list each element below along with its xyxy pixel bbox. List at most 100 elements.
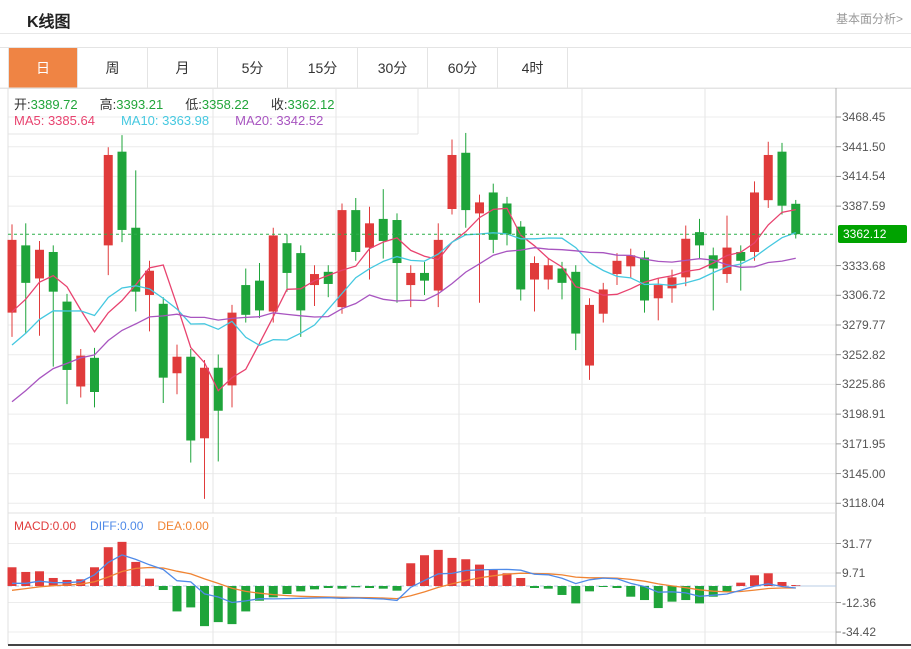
candle (461, 152, 471, 211)
macd-bar (76, 579, 86, 586)
macd-bar (186, 586, 196, 608)
macd-bar (433, 549, 443, 586)
candle (777, 151, 787, 206)
candle (598, 289, 608, 314)
macd-bar (131, 561, 141, 586)
macd-bar (653, 586, 663, 609)
candle (21, 245, 31, 283)
y-axis-label: 3333.68 (842, 258, 886, 273)
macd-bar (461, 559, 471, 586)
tab-60分[interactable]: 60分 (428, 48, 498, 88)
macd-bar (598, 586, 608, 587)
candle (557, 268, 567, 283)
candle (76, 355, 86, 387)
candle (406, 272, 416, 286)
candle (200, 367, 209, 439)
candle (530, 263, 539, 280)
candle (585, 304, 594, 366)
current-price-badge: 3362.12 (838, 225, 907, 244)
macd-bar (475, 564, 484, 586)
macd-bar (145, 578, 154, 586)
macd-bar (241, 586, 251, 612)
tab-月[interactable]: 月 (148, 48, 218, 88)
tab-4时[interactable]: 4时 (498, 48, 568, 88)
macd-bar (626, 586, 636, 597)
macd-bar (777, 581, 787, 586)
candle (571, 271, 581, 334)
y-axis-label: 3198.91 (842, 407, 886, 422)
macd-bar (530, 586, 539, 589)
tab-30分[interactable]: 30分 (358, 48, 428, 88)
macd-bar (763, 573, 773, 586)
tab-周[interactable]: 周 (78, 48, 148, 88)
macd-item: DIFF:0.00 (90, 519, 144, 533)
ohlc-item: 低:3358.22 (185, 97, 249, 112)
macd-bar (35, 571, 44, 586)
candle (310, 274, 319, 286)
ma-item: MA10: 3363.98 (120, 113, 210, 128)
tab-日[interactable]: 日 (8, 48, 78, 88)
macd-bar (158, 586, 168, 591)
candle (268, 235, 278, 312)
candle (7, 239, 17, 313)
macd-bar (750, 575, 759, 586)
candle (351, 210, 361, 252)
macd-bar (213, 586, 223, 623)
macd-bar (48, 577, 58, 586)
macd-axis-label: 9.71 (842, 566, 866, 580)
candle (763, 154, 773, 201)
candle (145, 270, 154, 295)
macd-axis-label: -34.42 (842, 625, 877, 640)
macd-bar (7, 567, 17, 586)
candle (667, 277, 677, 289)
dea-line (11, 566, 796, 600)
macd-bar (310, 586, 319, 590)
macd-bar (516, 577, 526, 586)
y-axis-label: 3387.59 (842, 199, 886, 214)
macd-bar (90, 567, 99, 586)
macd-bar (502, 573, 512, 586)
candle (48, 251, 58, 292)
y-axis-label: 3225.86 (842, 377, 886, 392)
candle (447, 154, 457, 209)
candle (488, 192, 498, 240)
candle (640, 257, 649, 301)
candle (117, 151, 127, 230)
macd-axis-label: 31.77 (842, 536, 873, 551)
macd-bar (736, 582, 746, 586)
candle (255, 280, 264, 311)
candle (378, 218, 388, 241)
candle (681, 238, 691, 278)
candle (296, 253, 306, 311)
candle (365, 223, 374, 248)
candle (543, 265, 553, 280)
ohlc-item: 开:3389.72 (14, 97, 78, 112)
tab-15分[interactable]: 15分 (288, 48, 358, 88)
macd-bar (268, 586, 278, 598)
header-divider (0, 33, 911, 34)
macd-legend: MACD:0.00 DIFF:0.00 DEA:0.00 (14, 519, 223, 533)
candle (695, 232, 704, 246)
candle (103, 154, 113, 246)
candle (722, 247, 732, 275)
ma-item: MA20: 3342.52 (235, 113, 324, 128)
macd-bar (612, 586, 622, 589)
macd-bar (365, 586, 374, 589)
macd-bar (543, 586, 553, 589)
macd-bar (722, 586, 732, 592)
candle (475, 202, 484, 214)
macd-bar (378, 586, 388, 589)
candle (626, 255, 636, 267)
fundamental-analysis-link[interactable]: 基本面分析> (835, 12, 903, 26)
ma-legend: MA5: 3385.64 MA10: 3363.98 MA20: 3342.52 (14, 113, 349, 128)
macd-bar (640, 586, 649, 601)
tab-5分[interactable]: 5分 (218, 48, 288, 88)
macd-bar (351, 586, 361, 588)
candle (420, 272, 429, 281)
ma5-line (11, 207, 796, 392)
macd-bar (406, 563, 416, 586)
ohlc-item: 收:3362.12 (270, 97, 335, 112)
candle (35, 249, 44, 279)
page-title: K线图 (27, 14, 71, 31)
